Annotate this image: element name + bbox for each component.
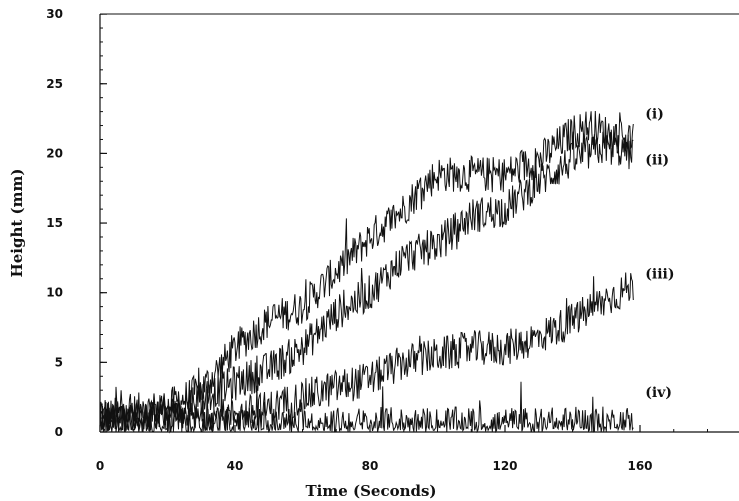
y-tick-label: 25 (46, 77, 63, 91)
x-tick-label: 80 (362, 459, 379, 473)
series-labels: (i) (ii) (iii) (iv) (645, 106, 674, 401)
y-tick-label: 5 (55, 355, 63, 369)
series-label-2: (ii) (645, 152, 669, 168)
series-label-3: (iii) (645, 267, 674, 283)
x-tick-label: 0 (96, 459, 104, 473)
series-line-1 (99, 110, 634, 431)
minor-ticks (99, 13, 708, 433)
x-tick-label: 120 (492, 459, 517, 473)
y-axis-title: Height (mm) (8, 169, 26, 278)
series-group (99, 110, 634, 434)
series-line-4 (99, 381, 634, 434)
series-label-4: (iv) (645, 385, 672, 401)
y-tick-label: 20 (46, 146, 63, 160)
axes (99, 13, 739, 433)
x-ticks: 0 40 80 120 160 (96, 425, 653, 473)
series-line-2 (99, 131, 634, 433)
y-ticks: 0 5 10 15 20 25 30 (46, 7, 107, 439)
x-tick-label: 160 (627, 459, 652, 473)
series-line-3 (99, 272, 634, 433)
y-tick-label: 10 (46, 286, 63, 300)
y-tick-label: 15 (46, 216, 63, 230)
y-tick-label: 0 (55, 425, 63, 439)
x-axis-title: Time (Seconds) (305, 482, 436, 500)
x-tick-label: 40 (227, 459, 244, 473)
series-label-1: (i) (645, 106, 664, 122)
y-tick-label: 30 (46, 7, 63, 21)
